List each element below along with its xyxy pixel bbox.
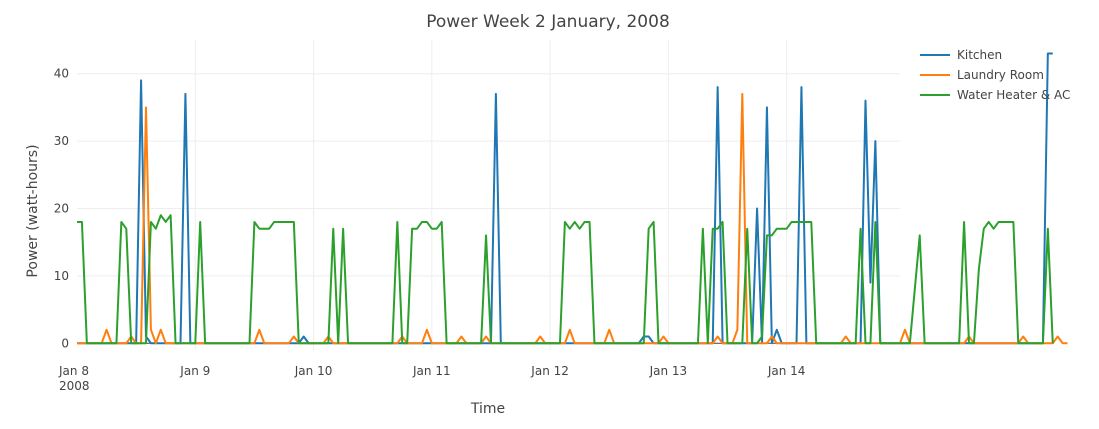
legend-label: Water Heater & AC [957,88,1070,102]
x-tick-sublabel: 2008 [59,379,90,393]
legend: Kitchen Laundry Room Water Heater & AC [920,48,1070,102]
chart-title: Power Week 2 January, 2008 [426,12,670,32]
y-tick-label: 30 [54,134,69,148]
x-tick-label: Jan 10 [294,364,333,378]
series-line-0 [77,52,1053,345]
x-tick-label: Jan 11 [412,364,451,378]
y-tick-label: 40 [54,67,69,81]
legend-label: Laundry Room [957,68,1044,82]
x-tick-label: Jan 9 [179,364,210,378]
series-lines [77,52,1068,345]
y-tick-label: 0 [61,336,69,350]
series-line-2 [77,214,1054,345]
x-tick-label: Jan 8 [58,364,89,378]
series-line-1 [77,92,1068,345]
y-axis-ticks: 0 10 20 30 40 [54,67,69,351]
x-tick-label: Jan 14 [767,364,806,378]
y-axis-title: Power (watt-hours) [25,144,41,277]
legend-label: Kitchen [957,48,1002,62]
y-tick-label: 20 [54,201,69,215]
x-tick-label: Jan 12 [530,364,569,378]
x-tick-label: Jan 13 [649,364,688,378]
grid [77,40,900,350]
y-tick-label: 10 [54,269,69,283]
x-axis-title: Time [470,401,505,417]
